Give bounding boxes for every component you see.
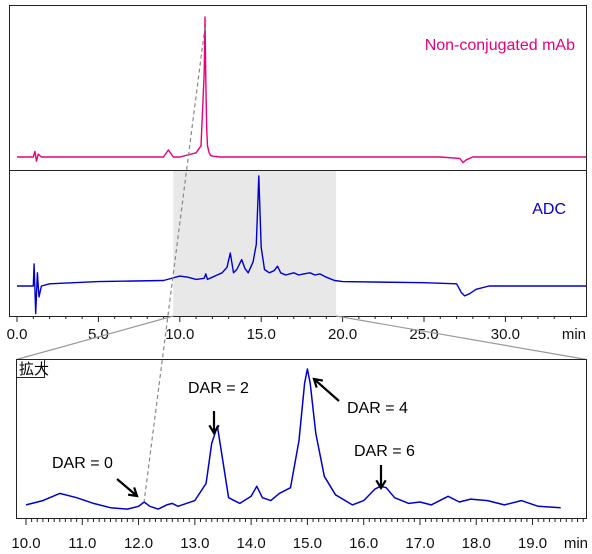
top-series-group: [17, 16, 586, 315]
x-tick-label: 30.0: [491, 326, 520, 343]
series-line-adc-zoom: [25, 368, 561, 510]
series-label-mab: Non-conjugated mAb: [425, 37, 575, 54]
x-tick-label: 11.0: [68, 535, 96, 552]
series-line-mab: [17, 16, 586, 164]
x-tick-label: 20.0: [328, 326, 357, 343]
series-line-adc: [17, 175, 586, 315]
dar-arrow-head: [312, 377, 324, 388]
bottom-panel-frame: [16, 359, 587, 519]
bottom-series-group: [25, 368, 561, 510]
top-x-axis: 0.0 5.0 10.0 15.0 20.0 25.0 30.0 min: [7, 316, 586, 343]
x-tick-label: 15.0: [247, 326, 276, 343]
dar-annotation-label: DAR = 2: [188, 380, 249, 397]
x-axis-unit-label: min: [564, 535, 588, 552]
dar-arrow-head: [208, 424, 220, 436]
x-tick-label: 19.0: [518, 535, 547, 552]
main-peak-guide-line: [143, 19, 207, 502]
dar-annotation-label: DAR = 4: [347, 400, 408, 417]
x-tick-label: 12.0: [124, 535, 153, 552]
x-tick-label: 14.0: [237, 535, 266, 552]
zoom-label: 拡大: [19, 360, 49, 378]
dar-arrow-shaft: [313, 378, 340, 402]
series-label-adc: ADC: [532, 201, 566, 218]
bottom-x-axis: 10.0 11.0 12.0 13.0 14.0 15.0 16.0 17.0 18.0 19.0…: [11, 518, 588, 552]
x-tick-label: 13.0: [180, 535, 209, 552]
x-tick-label: 17.0: [405, 535, 434, 552]
x-tick-label: 18.0: [462, 535, 491, 552]
dar-arrow-head: [375, 479, 387, 491]
dar-annotations: DAR = 0 DAR = 2 DAR = 4 DAR = 6: [52, 377, 415, 498]
zoom-label-box: [16, 359, 45, 378]
dar-arrow-shaft: [116, 478, 138, 497]
x-tick-label: 16.0: [349, 535, 378, 552]
x-tick-label: 0.0: [7, 326, 28, 343]
x-tick-label: 25.0: [409, 326, 438, 343]
dar-arrow-head: [127, 487, 139, 498]
x-axis-unit-label: min: [562, 326, 586, 343]
connector-line-left: [16, 315, 174, 361]
x-tick-label: 10.0: [11, 535, 40, 552]
zoom-highlight-region: [173, 171, 337, 316]
x-tick-label: 15.0: [293, 535, 322, 552]
x-tick-label: 10.0: [165, 326, 194, 343]
dar-annotation-label: DAR = 6: [354, 443, 415, 460]
dar-annotation-label: DAR = 0: [52, 455, 113, 472]
zoom-connectors: [16, 19, 587, 502]
connector-line-right: [335, 315, 587, 361]
top-panel-frame: [9, 5, 587, 317]
